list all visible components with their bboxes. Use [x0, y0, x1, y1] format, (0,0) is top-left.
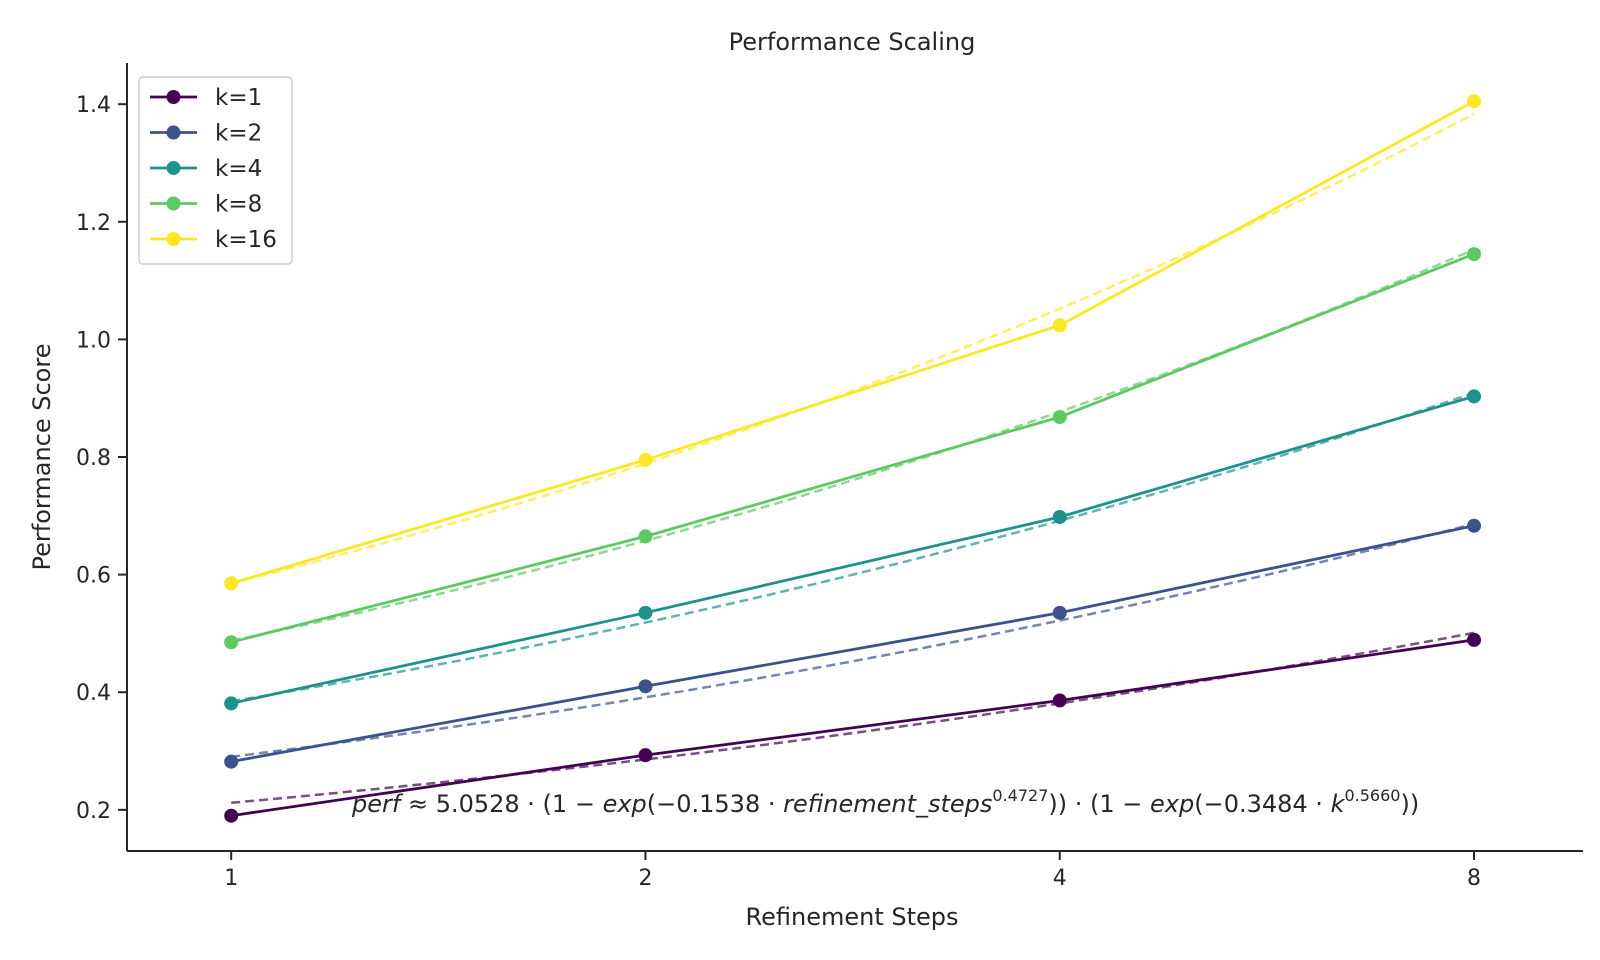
fit-formula: perf ≈ 5.0528 · (1 − exp(−0.1538 · refin…	[351, 786, 1419, 818]
fit-curve-k=16	[230, 112, 1475, 585]
data-point-k=2	[1467, 518, 1482, 533]
formula-approx: ≈ 5.0528 · (1 −	[400, 790, 602, 818]
y-tick-label: 0.8	[76, 446, 111, 471]
x-ticks: 1 2 4 8	[224, 851, 1481, 891]
x-tick-label: 8	[1467, 866, 1481, 891]
y-tick-label: 0.4	[76, 681, 111, 706]
data-point-k=16	[638, 452, 653, 467]
series-line-k=16	[230, 99, 1475, 585]
data-point-k=4	[638, 605, 653, 620]
legend-label-k=2: k=2	[215, 121, 262, 147]
formula-var-2: k	[1331, 790, 1346, 818]
data-point-k=1	[1052, 693, 1067, 708]
fit-curve-k=8	[230, 248, 1475, 642]
formula-mid-3: (−0.3484 ·	[1194, 790, 1330, 818]
legend-marker-k=4	[166, 161, 181, 175]
series-line-k=4	[230, 395, 1475, 705]
x-tick-label: 4	[1053, 866, 1067, 891]
y-tick-label: 0.6	[76, 564, 111, 589]
formula-var-1: refinement_steps	[783, 790, 992, 818]
formula-pow-1: 0.4727	[992, 786, 1048, 805]
data-point-k=4	[224, 696, 239, 711]
fit-curve-k=1	[231, 631, 1475, 805]
data-point-k=2	[224, 754, 239, 769]
data-point-k=16	[1052, 318, 1067, 333]
formula-mid-1: (−0.1538 ·	[647, 790, 783, 818]
data-point-k=4	[1467, 389, 1482, 404]
legend-label-k=8: k=8	[215, 192, 262, 218]
formula-lhs: perf	[351, 790, 404, 818]
formula-exp-2: exp	[1150, 790, 1194, 818]
data-point-k=2	[1052, 605, 1067, 620]
y-axis-label: Performance Score	[28, 344, 56, 571]
data-point-k=1	[1467, 632, 1482, 647]
x-axis-label: Refinement Steps	[746, 903, 959, 931]
data-point-k=16	[1467, 94, 1482, 109]
formula-end: ))	[1400, 790, 1419, 818]
data-point-k=1	[224, 808, 239, 823]
data-point-k=1	[638, 748, 653, 763]
legend-label-k=1: k=1	[215, 85, 262, 111]
formula-mid-2: )) · (1 −	[1048, 790, 1150, 818]
data-point-k=4	[1052, 509, 1067, 524]
series-line-k=1	[230, 638, 1475, 818]
formula-exp-1: exp	[603, 790, 647, 818]
fit-curve-k=2	[231, 522, 1475, 759]
legend: k=1 k=2 k=4 k=8 k=16	[138, 76, 293, 265]
legend-marker-k=8	[166, 196, 181, 211]
y-tick-label: 1.4	[76, 93, 111, 118]
fit-curves	[230, 112, 1475, 805]
legend-marker-k=2	[166, 125, 181, 140]
data-point-k=8	[1467, 247, 1482, 262]
chart-title: Performance Scaling	[729, 28, 976, 56]
fit-curve-k=4	[230, 391, 1475, 703]
legend-label-k=16: k=16	[215, 227, 277, 253]
series-line-k=8	[230, 252, 1475, 644]
data-point-k=16	[224, 576, 239, 591]
data-point-k=2	[638, 679, 653, 694]
data-point-k=8	[638, 529, 653, 544]
legend-frame	[138, 76, 293, 265]
data-point-k=8	[1052, 410, 1067, 425]
x-tick-label: 2	[638, 866, 652, 891]
data-series	[224, 94, 1482, 823]
series-line-k=2	[230, 524, 1475, 763]
x-tick-label: 1	[224, 866, 238, 891]
legend-marker-k=16	[166, 232, 181, 246]
y-tick-label: 0.2	[76, 799, 111, 824]
legend-marker-k=1	[166, 90, 181, 104]
y-tick-label: 1.0	[76, 328, 111, 353]
formula-pow-2: 0.5660	[1344, 786, 1400, 805]
legend-label-k=4: k=4	[215, 156, 262, 182]
y-ticks: 0.2 0.4 0.6 0.8 1.0 1.2 1.4	[76, 93, 127, 824]
data-point-k=8	[224, 635, 239, 650]
y-tick-label: 1.2	[76, 211, 111, 236]
